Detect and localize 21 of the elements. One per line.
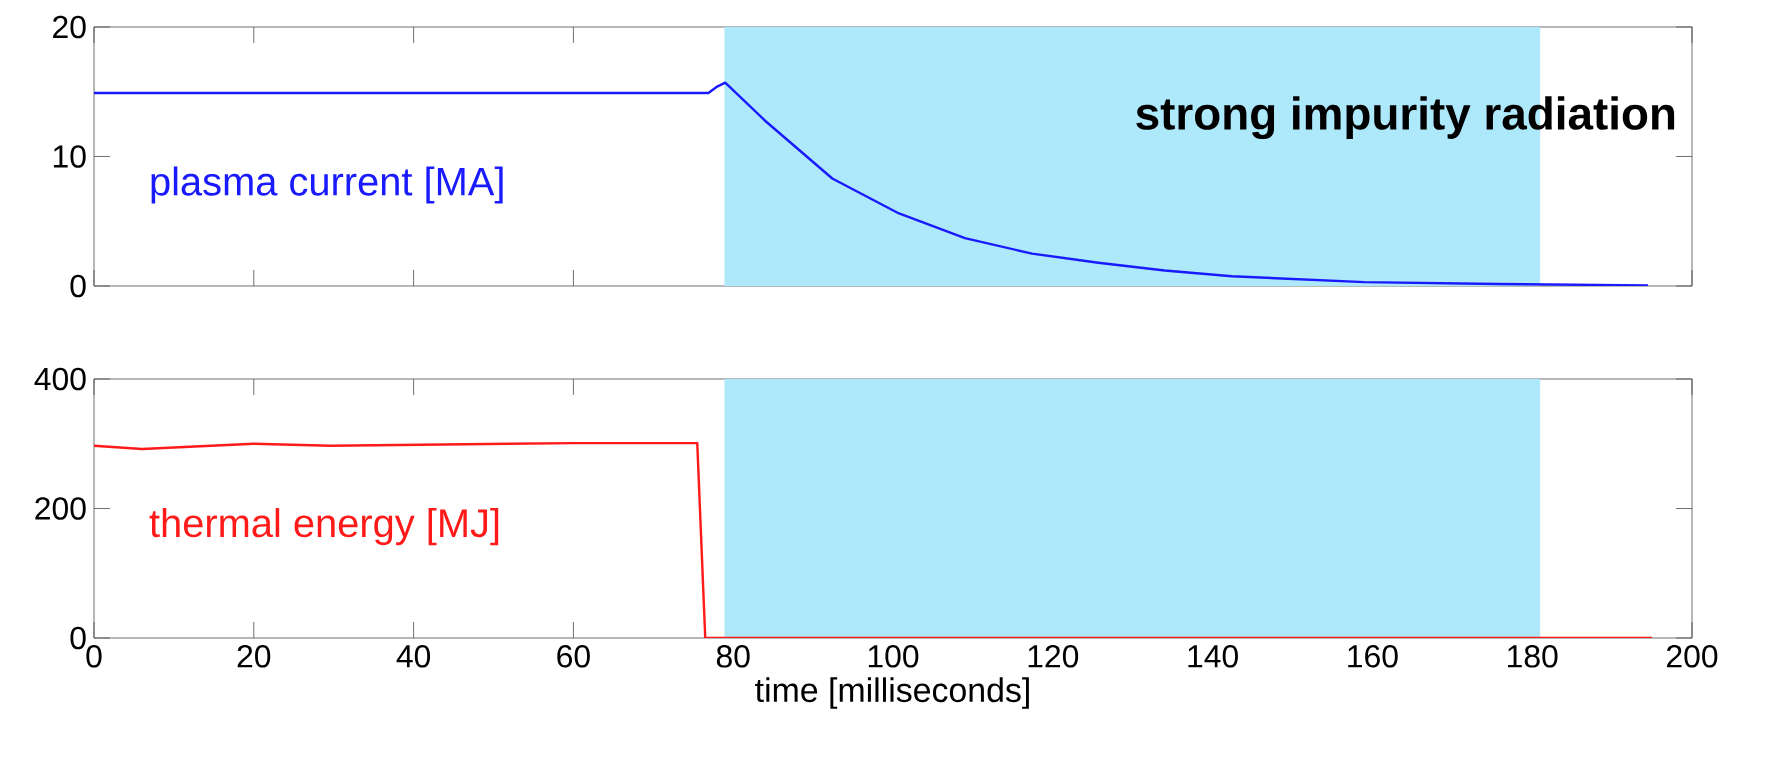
x-tick-label: 40 (396, 645, 431, 668)
x-tick-label: 160 (1348, 645, 1398, 668)
x-tick-label: 200 (1667, 645, 1718, 668)
x-tick-label: 100 (868, 645, 919, 668)
x-tick-label: 180 (1508, 645, 1558, 668)
y-tick-label: 200 (35, 497, 86, 520)
x-tick-label: 0 (86, 645, 102, 668)
y-tick-label: 400 (34, 367, 86, 391)
y-tick-label: 0 (70, 626, 86, 650)
x-tick-label: 20 (237, 645, 271, 668)
x-tick-label: 80 (716, 645, 750, 668)
y-tick-label: 20 (53, 15, 86, 39)
annotation: strong impurity radiation (1136, 96, 1675, 140)
series-label: plasma current [MA] (151, 166, 503, 204)
y-tick-label: 0 (70, 274, 86, 298)
x-axis-title: time [milliseconds] (755, 677, 1029, 709)
series-label: thermal energy [MJ] (149, 508, 499, 546)
x-tick-label: 60 (557, 645, 590, 668)
x-tick-label: 140 (1188, 645, 1238, 668)
x-tick-label: 120 (1028, 645, 1079, 668)
y-tick-label: 10 (53, 145, 86, 168)
